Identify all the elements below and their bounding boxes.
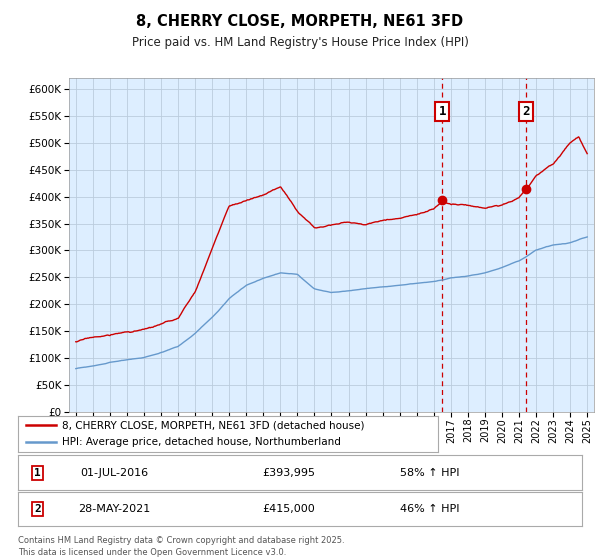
Text: 01-JUL-2016: 01-JUL-2016 [80, 468, 148, 478]
Text: £393,995: £393,995 [262, 468, 315, 478]
Text: 1: 1 [439, 105, 446, 118]
Text: 58% ↑ HPI: 58% ↑ HPI [400, 468, 460, 478]
Text: Price paid vs. HM Land Registry's House Price Index (HPI): Price paid vs. HM Land Registry's House … [131, 36, 469, 49]
Text: HPI: Average price, detached house, Northumberland: HPI: Average price, detached house, Nort… [62, 437, 341, 447]
Text: 1: 1 [34, 468, 41, 478]
Text: Contains HM Land Registry data © Crown copyright and database right 2025.
This d: Contains HM Land Registry data © Crown c… [18, 536, 344, 557]
Text: 46% ↑ HPI: 46% ↑ HPI [400, 504, 460, 514]
Text: 8, CHERRY CLOSE, MORPETH, NE61 3FD: 8, CHERRY CLOSE, MORPETH, NE61 3FD [136, 14, 464, 29]
Text: 2: 2 [34, 504, 41, 514]
Text: 28-MAY-2021: 28-MAY-2021 [78, 504, 150, 514]
Text: 2: 2 [523, 105, 530, 118]
Text: 8, CHERRY CLOSE, MORPETH, NE61 3FD (detached house): 8, CHERRY CLOSE, MORPETH, NE61 3FD (deta… [62, 421, 365, 430]
Text: £415,000: £415,000 [262, 504, 315, 514]
